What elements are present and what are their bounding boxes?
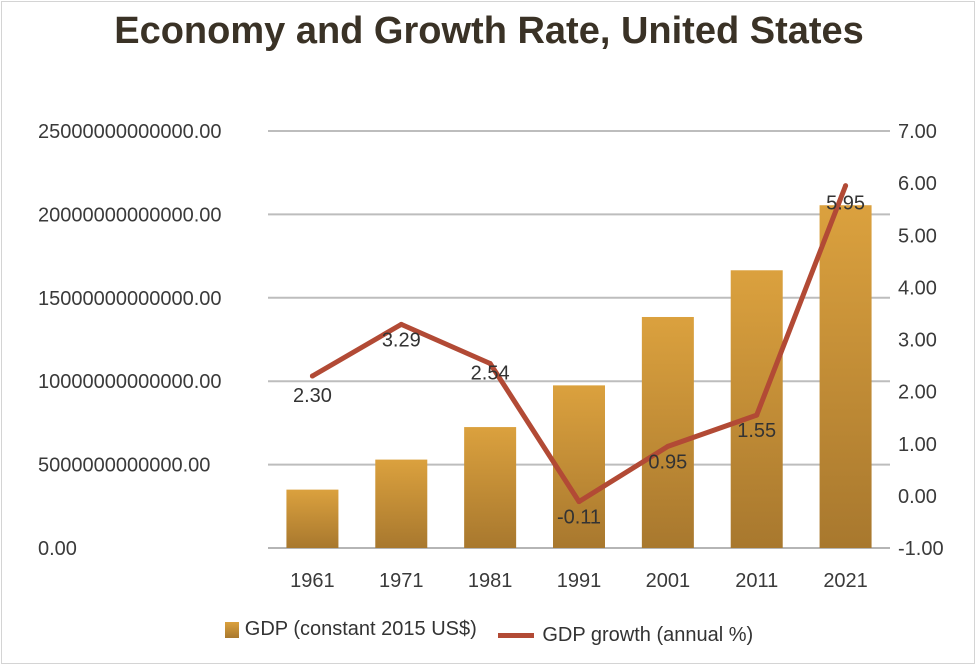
- growth-point: [398, 321, 404, 327]
- right-tick-label: -1.00: [898, 538, 944, 560]
- right-tick-label: 6.00: [898, 173, 937, 195]
- growth-data-label: 0.95: [648, 451, 687, 473]
- right-tick-label: 7.00: [898, 121, 937, 143]
- x-tick-label: 1981: [468, 570, 513, 592]
- growth-data-label: 2.54: [471, 362, 510, 384]
- gdp-bar: [464, 427, 517, 548]
- chart-title: Economy and Growth Rate, United States: [0, 8, 978, 54]
- right-tick-label: 2.00: [898, 382, 937, 404]
- right-tick-label: 4.00: [898, 277, 937, 299]
- right-tick-label: 0.00: [898, 486, 937, 508]
- x-tick-label: 2011: [735, 570, 778, 592]
- x-axis: 1961 1971 1981 1991 2001 2011 2021: [290, 570, 868, 592]
- chart-title-text: Economy and Growth Rate, United States: [114, 10, 864, 52]
- growth-line: [309, 183, 849, 505]
- left-tick-label: 5000000000000.00: [38, 455, 210, 477]
- left-tick-label: 10000000000000.00: [38, 371, 222, 393]
- legend-item-gdp: GDP (constant 2015 US$): [224, 618, 477, 641]
- left-tick-label: 25000000000000.00: [38, 121, 222, 143]
- x-tick-label: 2021: [823, 570, 868, 592]
- left-axis: 0.00 5000000000000.00 10000000000000.00 150…: [38, 121, 222, 560]
- growth-point: [487, 360, 493, 366]
- gdp-bar: [375, 459, 428, 548]
- gdp-bar: [819, 205, 872, 548]
- growth-data-label: 5.95: [826, 193, 865, 215]
- gdp-bar: [286, 489, 339, 548]
- left-tick-label: 0.00: [38, 538, 77, 560]
- gdp-bar: [641, 316, 694, 548]
- legend-item-growth: GDP growth (annual %): [498, 624, 753, 647]
- growth-data-label: 1.55: [737, 420, 776, 442]
- legend: GDP (constant 2015 US$) GDP growth (annu…: [0, 618, 978, 647]
- growth-data-label: 3.29: [382, 329, 421, 351]
- legend-swatch-growth: [498, 632, 535, 638]
- x-tick-label: 2001: [646, 570, 691, 592]
- gdp-bar: [553, 385, 605, 548]
- right-axis: -1.00 0.00 1.00 2.00 3.00 4.00 5.00 6.00 7.00: [898, 121, 944, 560]
- growth-point: [843, 183, 849, 189]
- left-tick-label: 20000000000000.00: [38, 204, 222, 226]
- x-tick-label: 1991: [557, 570, 602, 592]
- growth-point: [309, 373, 315, 379]
- right-tick-label: 3.00: [898, 330, 937, 352]
- legend-label-gdp: GDP (constant 2015 US$): [244, 618, 477, 640]
- x-tick-label: 1961: [290, 570, 335, 592]
- left-tick-label: 15000000000000.00: [38, 288, 222, 310]
- legend-label-growth: GDP growth (annual %): [542, 623, 754, 646]
- right-tick-label: 1.00: [898, 434, 937, 456]
- growth-data-label: -0.11: [557, 507, 601, 529]
- growth-point: [754, 412, 760, 418]
- gdp-bars: [286, 205, 872, 548]
- growth-data-labels: 2.30 3.29 2.54 -0.11 0.95 1.55 5.95: [293, 193, 865, 529]
- right-tick-label: 5.00: [898, 225, 937, 247]
- legend-swatch-gdp: [224, 621, 239, 638]
- growth-point: [576, 499, 582, 505]
- x-tick-label: 1971: [379, 570, 424, 592]
- growth-point: [665, 443, 671, 449]
- growth-data-label: 2.30: [293, 385, 332, 407]
